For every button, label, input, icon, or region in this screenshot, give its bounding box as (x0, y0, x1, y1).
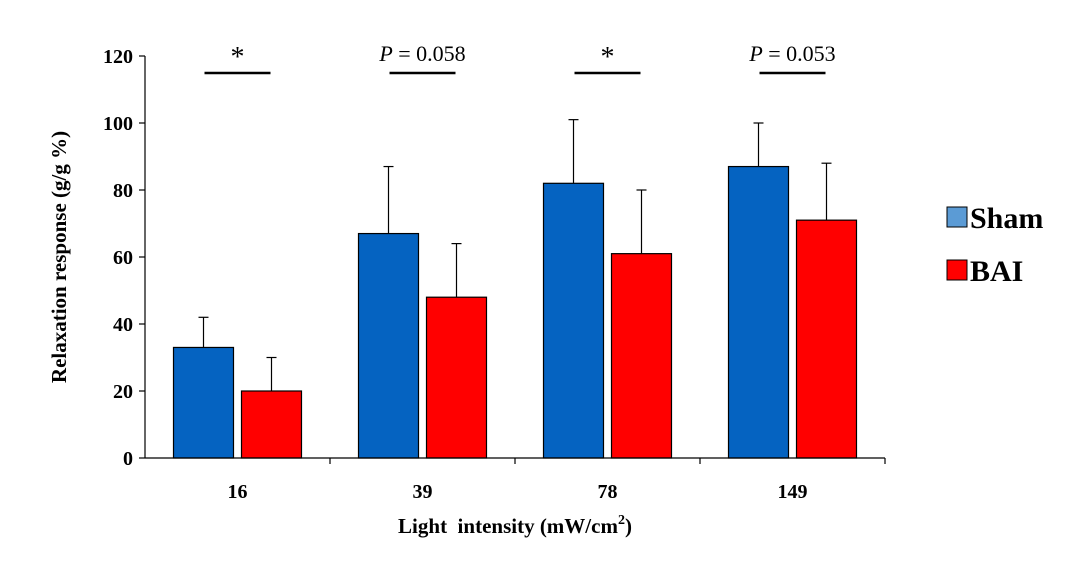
bar-bai-149 (795, 219, 858, 459)
bar-sham-149 (727, 165, 790, 459)
bar-sham-16 (172, 346, 235, 459)
p-value-label-149: P = 0.053 (748, 41, 835, 66)
y-tick-label: 20 (113, 381, 133, 403)
x-tick-label: 16 (228, 481, 248, 503)
bar-sham-78 (542, 182, 605, 459)
y-tick-label: 120 (103, 46, 133, 68)
x-axis-title-superscript: 2 (618, 513, 625, 528)
axes-layer: 16 39 78 149 0 20 40 60 80 100 120 (103, 46, 886, 503)
y-tick-label: 0 (123, 448, 133, 470)
p-value-label-39: P = 0.058 (378, 41, 465, 66)
x-axis-title: Light intensity (mW/cm2) (398, 513, 632, 538)
x-tick-label: 39 (413, 481, 433, 503)
bar-bai-39 (425, 296, 488, 459)
annotations-layer: * P = 0.058 * P = 0.053 (204, 41, 836, 75)
bar-bai-78 (610, 253, 673, 459)
legend-swatch-bai (946, 259, 968, 281)
legend: Sham BAI (946, 202, 1043, 288)
y-axis-title: Relaxation response (g/g %) (47, 131, 71, 383)
legend-label-sham: Sham (970, 202, 1043, 235)
legend-label-bai: BAI (970, 255, 1023, 288)
bar-sham-39 (357, 232, 420, 459)
y-tick-label: 80 (113, 180, 133, 202)
bar-bai-16 (240, 390, 303, 459)
x-tick-label: 78 (598, 481, 618, 503)
significance-star-78: * (601, 42, 615, 73)
x-tick-label: 149 (778, 481, 808, 503)
y-tick-label: 60 (113, 247, 133, 269)
error-bars-layer (198, 119, 832, 391)
y-tick-label: 40 (113, 314, 133, 336)
significance-star-16: * (231, 42, 245, 73)
bars-layer (172, 165, 858, 459)
legend-swatch-sham (946, 206, 968, 228)
y-tick-label: 100 (103, 113, 133, 135)
